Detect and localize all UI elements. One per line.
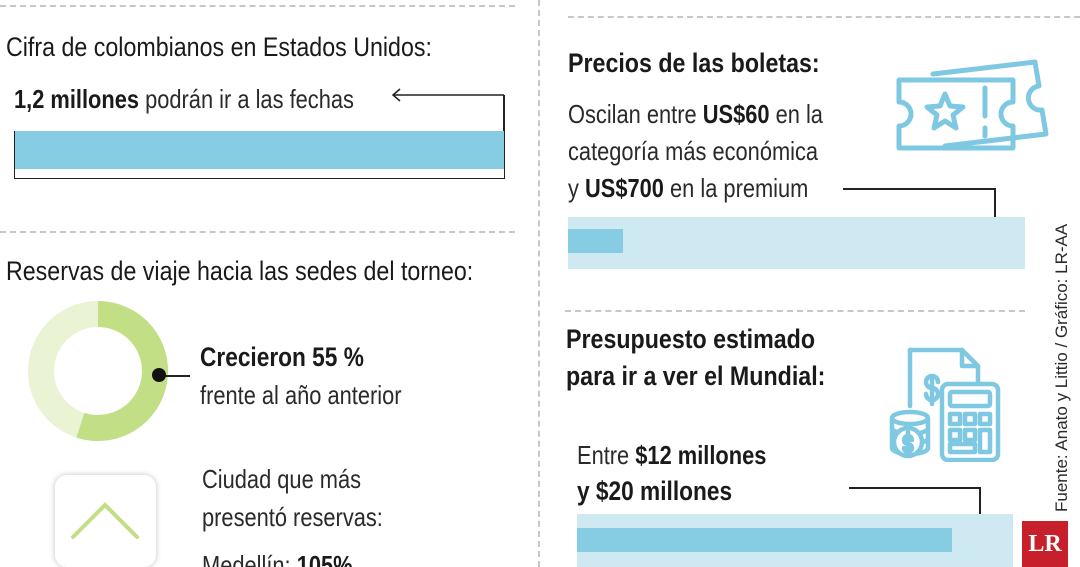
budget-line1: Entre $12 millones: [577, 440, 767, 470]
us-section-text: 1,2 millones podrán ir a las fechas: [14, 84, 354, 115]
us-arrow-icon: [391, 88, 504, 102]
divider-top-left: [0, 5, 515, 7]
city-title-line2: presentó reservas:: [202, 502, 383, 532]
donut-arc: [76, 301, 168, 441]
city-title-line1: Ciudad que más: [202, 464, 362, 494]
us-section-title: Cifra de colombianos en Estados Unidos:: [6, 32, 432, 62]
us-rest: podrán ir a las fechas: [139, 84, 354, 114]
us-connector-line: [503, 95, 505, 135]
tickets-connector-line: [843, 188, 995, 190]
lr-logo: LR: [1022, 521, 1068, 567]
us-bar: [14, 131, 505, 179]
reservations-donut: [28, 301, 168, 441]
tickets-bar-fill: [568, 229, 623, 253]
donut-dot: [152, 368, 166, 382]
growth-subtext: frente al año anterior: [200, 380, 402, 410]
budget-title-line1: Presupuesto estimado: [566, 324, 816, 354]
budget-line2: y $20 millones: [577, 476, 733, 506]
donut-connector-line: [158, 375, 190, 377]
divider-top-right: [568, 16, 1080, 18]
source-credit: Fuente: Anato y Littio / Gráfico: LR-AA: [1052, 223, 1071, 512]
tickets-title: Precios de las boletas:: [568, 48, 820, 78]
ticket-icon: [896, 59, 1049, 151]
tickets-line3: y US$700 en la premium: [568, 173, 809, 203]
tickets-line1: Oscilan entre US$60 en la: [568, 99, 823, 129]
chevron-up-icon: [71, 502, 139, 539]
divider-vertical: [538, 0, 540, 567]
divider-right-middle: [565, 310, 1025, 312]
tickets-bar-track: [568, 217, 1025, 269]
city-card: [55, 475, 156, 567]
city-value-line: Medellín: 105%: [202, 550, 353, 567]
calculator-money-icon: [889, 347, 1001, 462]
us-bar-fill: [15, 131, 504, 169]
growth-text: Crecieron 55 %: [200, 342, 364, 372]
budget-connector-line: [849, 487, 980, 489]
divider-left-middle: [0, 231, 515, 233]
budget-bar-fill: [577, 528, 952, 552]
budget-title-line2: para ir a ver el Mundial:: [566, 361, 826, 391]
tickets-line2: categoría más económica: [568, 136, 819, 166]
us-highlight: 1,2 millones: [14, 84, 140, 114]
tickets-connector-vertical: [994, 188, 996, 232]
reservations-title: Reservas de viaje hacia las sedes del to…: [6, 256, 474, 286]
city-value: 105%: [296, 550, 353, 567]
budget-connector-vertical: [979, 487, 981, 531]
